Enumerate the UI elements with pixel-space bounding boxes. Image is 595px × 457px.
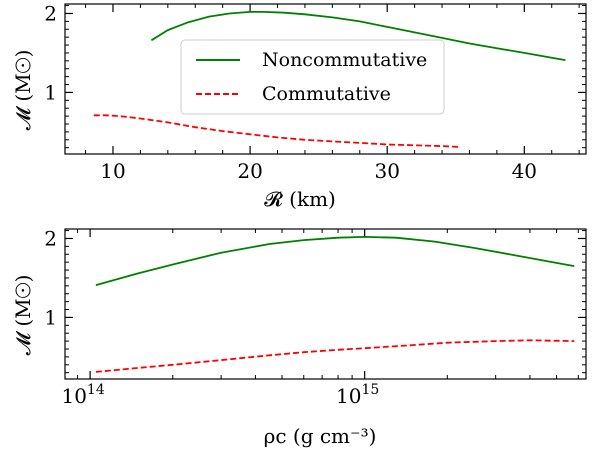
bottom-axes-frame [64, 228, 587, 380]
bottom-series-noncommutative [95, 235, 575, 286]
top-x-axis-label: 𝓡 (km) [264, 187, 336, 211]
y-tick-label: 2 [44, 1, 57, 25]
top-x-tick-labels: 10 20 30 40 [100, 159, 537, 183]
top-axes-frame [64, 3, 587, 155]
top-series-lines [93, 10, 566, 148]
x-tick-label: 30 [374, 159, 399, 183]
bottom-axis-ticks [65, 229, 586, 379]
top-series-noncommutative [150, 10, 566, 61]
mass-radius-panel: 10 20 30 40 12 𝓡 (km) 𝓜 (M☉) Noncommutative… [11, 1, 587, 211]
legend-box [180, 39, 445, 115]
bottom-series-commutative [95, 339, 575, 373]
bottom-series-lines [95, 235, 575, 373]
y-tick-label: 2 [44, 226, 57, 250]
top-axis-ticks [65, 4, 586, 154]
bottom-y-tick-labels: 12 [44, 226, 57, 329]
top-y-tick-labels: 12 [44, 1, 57, 104]
x-tick-exponent: 15 [361, 382, 379, 398]
x-tick-exponent: 14 [87, 382, 105, 398]
top-series-commutative [93, 114, 459, 148]
mass-density-panel: 1014 1015 12 ρc (g cm⁻³) 𝓜 (M☉) [11, 226, 587, 448]
x-tick-label: 10 [100, 159, 125, 183]
x-tick-label: 1015 [336, 382, 379, 408]
bottom-x-tick-labels: 1014 1015 [61, 382, 379, 408]
legend: Noncommutative Commutative [180, 39, 445, 115]
top-y-axis-label: 𝓜 (M☉) [11, 50, 35, 131]
x-tick-label: 1014 [61, 382, 104, 408]
bottom-y-axis-label: 𝓜 (M☉) [11, 275, 35, 356]
x-tick-label: 20 [237, 159, 262, 183]
x-tick-label: 40 [512, 159, 537, 183]
bottom-x-axis-label: ρc (g cm⁻³) [264, 424, 377, 448]
y-tick-label: 1 [44, 80, 57, 104]
legend-label-noncommutative: Noncommutative [262, 49, 427, 71]
y-tick-label: 1 [44, 305, 57, 329]
legend-label-commutative: Commutative [262, 83, 391, 105]
